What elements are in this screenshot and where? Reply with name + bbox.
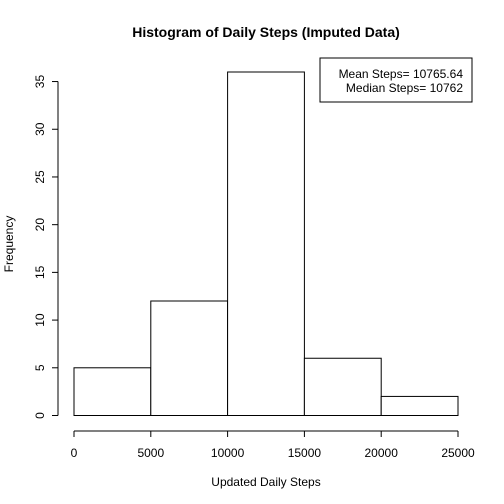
y-tick-label-5: 25 — [33, 170, 47, 184]
x-axis-label: Updated Daily Steps — [211, 475, 320, 489]
histogram-bar-2 — [227, 71, 305, 416]
x-tick-label-0: 0 — [71, 446, 78, 460]
histogram-bars — [73, 71, 459, 416]
y-tick-label-0: 0 — [33, 412, 47, 419]
y-axis: 0 5 10 15 20 25 30 35 — [33, 75, 59, 419]
histogram-bar-0 — [73, 367, 152, 416]
x-tick-label-5: 25000 — [441, 446, 475, 460]
y-tick-label-2: 10 — [33, 313, 47, 327]
x-tick-label-1: 5000 — [137, 446, 164, 460]
y-axis-label: Frequency — [2, 216, 16, 273]
y-tick-label-6: 30 — [33, 122, 47, 136]
x-axis: 0 5000 10000 15000 20000 25000 — [71, 430, 475, 460]
histogram-bar-1 — [150, 300, 229, 416]
histogram-bar-3 — [303, 357, 382, 416]
x-tick-label-2: 10000 — [211, 446, 245, 460]
histogram-bar-4 — [380, 395, 459, 416]
chart-title: Histogram of Daily Steps (Imputed Data) — [132, 24, 400, 40]
y-tick-label-7: 35 — [33, 75, 47, 89]
legend-entry-1: Median Steps= 10762 — [346, 81, 463, 95]
legend-entry-0: Mean Steps= 10765.64 — [339, 67, 464, 81]
legend-box — [319, 57, 473, 103]
x-tick-label-4: 20000 — [365, 446, 399, 460]
x-tick-label-3: 15000 — [288, 446, 322, 460]
y-tick-label-1: 5 — [33, 364, 47, 371]
y-tick-label-4: 20 — [33, 218, 47, 232]
y-tick-label-3: 15 — [33, 265, 47, 279]
